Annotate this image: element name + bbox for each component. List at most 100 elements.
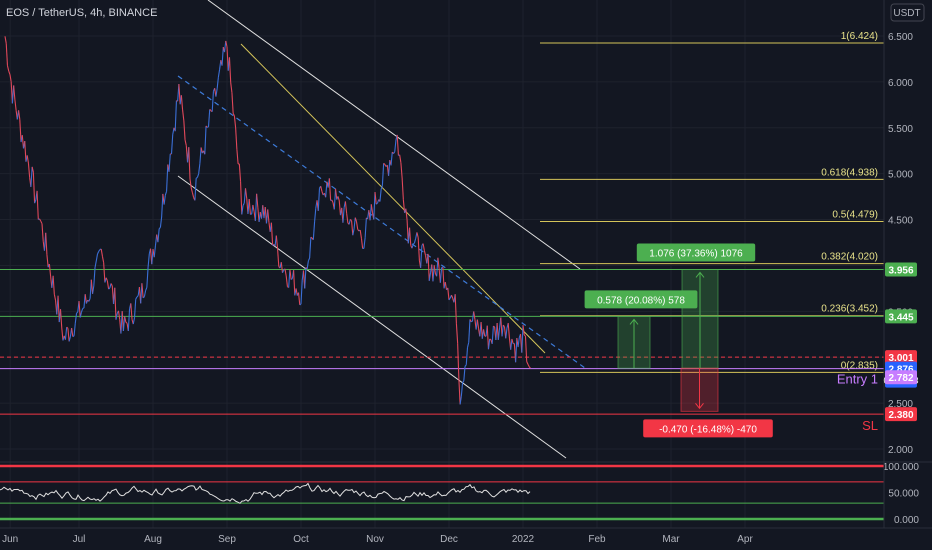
price-segment (217, 69, 221, 78)
price-segment (94, 260, 97, 268)
price-segment (463, 366, 466, 381)
price-segment (375, 202, 378, 205)
price-tag (885, 309, 917, 324)
price-segment (183, 120, 186, 140)
price-segment (190, 187, 194, 193)
time-axis-label: Nov (366, 534, 384, 545)
price-segment (74, 313, 78, 324)
price-segment (380, 185, 383, 190)
price-segment (524, 335, 528, 362)
price-axis-label: 6.000 (888, 78, 913, 89)
price-segment (207, 126, 209, 128)
price-segment (34, 199, 37, 204)
price-segment (141, 283, 144, 298)
price-segment (442, 267, 445, 289)
price-segment (300, 280, 303, 304)
price-segment (24, 141, 27, 162)
price-segment (106, 280, 110, 290)
price-segment (168, 153, 171, 172)
price-segment (489, 338, 492, 341)
price-segment (72, 335, 75, 338)
price-axis-label: 2.000 (888, 445, 913, 456)
price-axis-label: 4.500 (888, 216, 913, 227)
price-segment (288, 269, 291, 288)
currency-button[interactable] (890, 3, 925, 22)
price-segment (468, 319, 471, 343)
price-segment (396, 134, 399, 156)
price-segment (337, 196, 340, 201)
price-segment (164, 191, 168, 196)
price-segment (450, 294, 454, 299)
price-segment (79, 312, 83, 318)
price-segment (114, 287, 117, 320)
price-segment (505, 328, 508, 339)
lower-channel-line[interactable] (177, 175, 567, 459)
price-segment (399, 154, 402, 163)
price-segment (196, 173, 200, 178)
price-segment (204, 125, 207, 155)
price-axis-label: 6.500 (888, 32, 913, 43)
price-segment (57, 295, 60, 323)
price-segment (136, 295, 139, 298)
price-segment (115, 313, 118, 320)
price-segment (158, 227, 161, 230)
price-segment (230, 82, 233, 93)
price-segment (466, 342, 470, 348)
price-segment (413, 238, 417, 244)
price-segment (408, 227, 412, 246)
price-segment (117, 310, 121, 320)
price-segment (309, 237, 312, 259)
price-segment (277, 248, 280, 267)
price-segment (242, 202, 245, 206)
time-axis-label: Oct (293, 534, 309, 545)
price-segment (363, 237, 366, 249)
price-series (4, 36, 531, 405)
price-segment (310, 236, 313, 239)
price-segment (383, 162, 386, 165)
price-segment (215, 88, 218, 97)
price-segment (127, 308, 131, 331)
price-segment (267, 209, 270, 223)
price-segment (400, 162, 403, 179)
price-segment (228, 57, 232, 83)
price-segment (73, 323, 76, 336)
price-segment (216, 77, 219, 89)
price-axis-label: 2.500 (888, 399, 913, 410)
price-segment (130, 303, 133, 320)
price-segment (145, 287, 148, 291)
price-segment (26, 155, 29, 164)
level-line-label: Entry 1 (837, 372, 878, 387)
blue-dashed-trend-line[interactable] (177, 75, 586, 369)
price-axis-label: 5.000 (888, 170, 913, 181)
price-segment (36, 190, 39, 220)
upper-channel-line[interactable] (207, 0, 581, 270)
price-axis-label: 5.500 (888, 124, 913, 135)
price-segment (32, 172, 36, 204)
fib-level-label: 0.382(4.020) (821, 252, 878, 263)
price-segment (293, 270, 296, 296)
price-segment (207, 109, 211, 127)
price-segment (211, 91, 214, 112)
price-segment (511, 338, 514, 344)
price-tag-value: 2.782 (888, 373, 913, 384)
price-segment (38, 218, 40, 220)
price-segment (151, 249, 154, 265)
price-segment (447, 287, 450, 300)
price-segment (189, 178, 192, 188)
price-segment (9, 74, 12, 82)
price-segment (412, 242, 415, 245)
price-segment (379, 188, 382, 202)
price-segment (46, 254, 49, 268)
measure-arrowhead (629, 318, 639, 325)
price-segment (491, 326, 494, 344)
price-segment (170, 134, 174, 154)
price-segment (30, 166, 33, 187)
price-segment (6, 65, 10, 72)
price-segment (342, 207, 345, 223)
price-segment (195, 177, 198, 179)
price-segment (307, 257, 311, 262)
price-segment (444, 282, 448, 290)
yellow-trend-line[interactable] (240, 43, 546, 354)
